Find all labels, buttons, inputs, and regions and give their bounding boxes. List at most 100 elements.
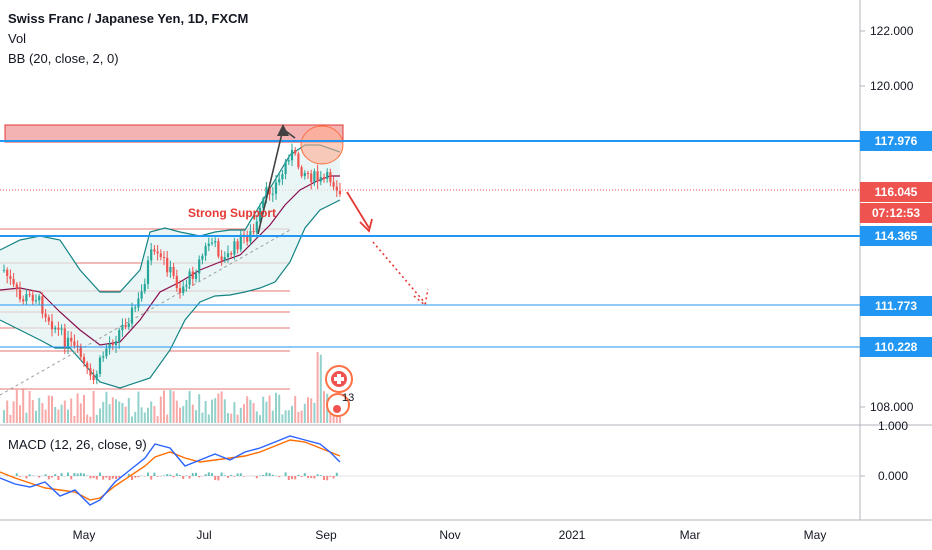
volume-bar bbox=[166, 414, 169, 423]
macd-hist-bar bbox=[326, 476, 329, 481]
candle-body bbox=[338, 190, 342, 195]
candle-body bbox=[290, 149, 294, 161]
volume-legend[interactable]: Vol bbox=[8, 31, 27, 46]
macd-hist-bar bbox=[19, 476, 21, 477]
dashed-trendline bbox=[0, 229, 291, 396]
macd-hist-bar bbox=[134, 476, 137, 478]
down-arrow-head bbox=[359, 218, 373, 233]
dotted-projection-arrow[interactable] bbox=[372, 241, 426, 304]
volume-bar bbox=[303, 403, 306, 423]
macd-hist-bar bbox=[217, 476, 220, 481]
macd-hist-bar bbox=[319, 475, 322, 476]
macd-axis-label: 0.000 bbox=[878, 469, 909, 483]
candle-body bbox=[310, 173, 313, 183]
candle-body bbox=[274, 182, 278, 194]
candle-body bbox=[47, 317, 50, 322]
volume-bar bbox=[201, 412, 204, 423]
macd-hist-bar bbox=[175, 473, 178, 476]
candle-body bbox=[175, 275, 178, 289]
macd-hist-bar bbox=[172, 476, 175, 478]
macd-legend[interactable]: MACD (12, 26, close, 9) bbox=[8, 437, 147, 452]
macd-hist-bar bbox=[329, 476, 332, 477]
candle-body bbox=[9, 276, 12, 279]
volume-bar bbox=[307, 397, 309, 423]
candle-body bbox=[303, 172, 306, 177]
candle-body bbox=[319, 177, 322, 182]
macd-hist-bar bbox=[89, 476, 92, 479]
candle-body bbox=[335, 186, 338, 191]
candle-body bbox=[233, 241, 236, 255]
time-label: Nov bbox=[439, 528, 461, 542]
candle-body bbox=[210, 242, 214, 244]
price-tag-level[interactable]: 117.976 bbox=[860, 131, 932, 151]
volume-bar bbox=[252, 403, 255, 423]
macd-hist-bar bbox=[25, 476, 28, 479]
candle-body bbox=[118, 330, 121, 342]
volume-bar bbox=[9, 414, 12, 423]
volume-bar bbox=[294, 396, 297, 423]
candle-body bbox=[169, 266, 172, 273]
candle-body bbox=[223, 257, 226, 261]
macd-hist-bar bbox=[105, 476, 108, 478]
volume-bar bbox=[172, 391, 175, 423]
macd-hist-bar bbox=[265, 472, 268, 476]
volume-bar bbox=[31, 400, 34, 423]
macd-hist-bar bbox=[230, 475, 233, 476]
volume-bar bbox=[300, 410, 303, 423]
candle-body bbox=[143, 283, 146, 292]
bb-legend[interactable]: BB (20, close, 2, 0) bbox=[8, 51, 119, 66]
macd-hist-bar bbox=[73, 473, 76, 476]
symbol-title[interactable]: Swiss Franc / Japanese Yen, 1D, FXCM bbox=[8, 11, 249, 26]
macd-hist-bar bbox=[127, 473, 130, 476]
price-tag-level[interactable]: 110.228 bbox=[860, 337, 932, 357]
candle-body bbox=[262, 198, 265, 208]
volume-bar bbox=[156, 416, 159, 423]
macd-hist-bar bbox=[153, 472, 156, 476]
event-badge-count[interactable] bbox=[326, 393, 350, 417]
candle-body bbox=[284, 161, 287, 175]
price-tag-level[interactable]: 111.773 bbox=[860, 296, 932, 316]
volume-bar bbox=[92, 390, 95, 423]
candle-body bbox=[188, 271, 191, 285]
volume-bar bbox=[220, 391, 223, 423]
price-label: 120.000 bbox=[870, 79, 914, 93]
macd-hist-bar bbox=[195, 472, 197, 476]
volume-bar bbox=[249, 399, 252, 423]
highlight-ellipse[interactable] bbox=[300, 125, 344, 165]
candle-body bbox=[95, 374, 98, 381]
up-arrow-head bbox=[277, 124, 289, 136]
volume-bar bbox=[140, 407, 143, 423]
macd-hist-bar bbox=[211, 473, 213, 476]
candle-body bbox=[60, 328, 63, 330]
resistance-zone[interactable] bbox=[4, 124, 344, 143]
event-count-label: 13 bbox=[342, 392, 355, 404]
volume-bar bbox=[179, 407, 181, 423]
bar-countdown: 07:12:53 bbox=[860, 203, 932, 223]
candle-body bbox=[130, 307, 134, 324]
volume-bar bbox=[159, 396, 162, 423]
candle-body bbox=[28, 294, 31, 296]
macd-hist-bar bbox=[220, 472, 223, 476]
macd-hist-bar bbox=[335, 472, 338, 476]
volume-bar bbox=[115, 399, 117, 423]
candle-body bbox=[79, 345, 82, 357]
volume-bar bbox=[15, 389, 18, 423]
candle-body bbox=[300, 167, 303, 177]
candle-body bbox=[38, 296, 41, 301]
price-tag-current[interactable]: 116.045 bbox=[860, 182, 932, 202]
macd-hist-bar bbox=[294, 476, 297, 480]
candle-body bbox=[162, 256, 166, 258]
down-arrow[interactable] bbox=[346, 191, 370, 229]
volume-bar bbox=[124, 406, 127, 423]
volume-bar bbox=[233, 402, 236, 423]
candle-body bbox=[153, 249, 156, 252]
volume-bar bbox=[38, 397, 41, 423]
macd-hist-bar bbox=[255, 476, 258, 479]
volume-bar bbox=[63, 400, 66, 423]
price-tag-level[interactable]: 114.365 bbox=[860, 226, 932, 246]
candle-body bbox=[246, 236, 249, 242]
strong-support-label[interactable]: Strong Support bbox=[188, 206, 276, 220]
macd-hist-bar bbox=[111, 476, 114, 479]
macd-hist-bar bbox=[156, 476, 159, 477]
